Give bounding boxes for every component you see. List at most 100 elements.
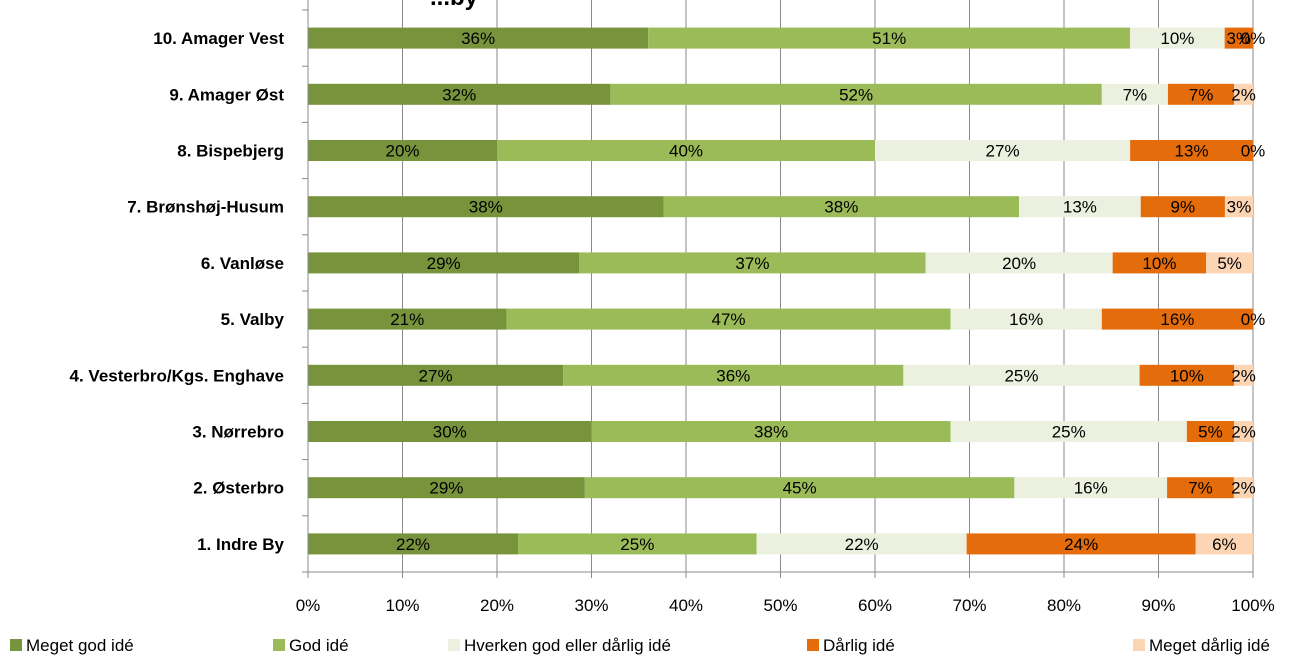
bar-segment	[1130, 140, 1253, 161]
data-label: 29%	[429, 479, 463, 498]
x-tick-label: 10%	[385, 596, 419, 615]
bar-segment	[610, 83, 1102, 105]
legend-label: Hverken god eller dårlig idé	[464, 636, 671, 655]
bar-segment	[591, 421, 951, 442]
data-label: 25%	[1052, 423, 1086, 442]
category-label: 5. Valby	[221, 310, 285, 329]
data-label: 37%	[735, 254, 769, 273]
category-label: 4. Vesterbro/Kgs. Enghave	[70, 366, 284, 385]
bars	[308, 27, 1253, 555]
category-label: 9. Amager Øst	[169, 85, 284, 104]
data-label: 6%	[1212, 535, 1237, 554]
data-label: 47%	[712, 310, 746, 329]
data-label: 9%	[1171, 198, 1196, 217]
data-label: 0%	[1241, 29, 1266, 48]
chart-title: ...by	[430, 0, 479, 11]
data-label: 38%	[824, 198, 858, 217]
bar-segment	[950, 308, 1102, 330]
category-label: 10. Amager Vest	[153, 29, 284, 48]
x-tick-label: 30%	[574, 596, 608, 615]
category-label: 2. Østerbro	[193, 479, 284, 498]
data-label: 22%	[845, 535, 879, 554]
data-label: 16%	[1009, 310, 1043, 329]
bar-segment	[1019, 196, 1141, 218]
data-labels: 36% 51% 10% 3%0%32% 52% 7% 7% 2%20% 40% 27% 13% 0%3…	[385, 29, 1265, 554]
data-label: 13%	[1063, 198, 1097, 217]
bar-segment	[308, 140, 497, 161]
data-label: 0%	[1241, 310, 1266, 329]
bar-segment	[1130, 27, 1225, 49]
data-label: 38%	[754, 423, 788, 442]
data-label: 2%	[1231, 479, 1256, 498]
data-label: 7%	[1188, 479, 1213, 498]
data-label: 2%	[1231, 85, 1256, 104]
bar-segment	[308, 196, 664, 218]
bar-segment	[518, 533, 757, 555]
bar-segment	[1206, 252, 1253, 274]
bar-segment	[1140, 196, 1225, 218]
category-label: 3. Nørrebro	[192, 423, 284, 442]
data-label: 52%	[839, 85, 873, 104]
bar-segment	[950, 421, 1187, 442]
bar-segment	[756, 533, 967, 555]
data-label: 45%	[783, 479, 817, 498]
data-label: 22%	[396, 535, 430, 554]
data-label: 21%	[390, 310, 424, 329]
legend-label: God idé	[289, 636, 349, 655]
bar-segment	[1167, 83, 1235, 105]
legend-swatch	[807, 639, 819, 651]
legend-swatch	[448, 639, 460, 651]
data-label: 5%	[1217, 254, 1242, 273]
legend-label: Meget dårlig idé	[1149, 636, 1270, 655]
data-label: 36%	[461, 29, 495, 48]
data-label: 7%	[1123, 85, 1148, 104]
bar-segment	[563, 364, 904, 386]
bar-segment	[1224, 196, 1253, 218]
bar-segment	[579, 252, 926, 274]
bar-segment	[1234, 83, 1253, 105]
bar-segment	[506, 308, 951, 330]
data-label: 3%	[1227, 198, 1252, 217]
bar-segment	[875, 140, 1131, 161]
data-label: 5%	[1198, 423, 1223, 442]
bar-segment	[1224, 27, 1253, 49]
data-label: 3%	[1227, 29, 1252, 48]
data-label: 0%	[1241, 142, 1266, 161]
category-label: 6. Vanløse	[201, 254, 284, 273]
x-tick-label: 80%	[1047, 596, 1081, 615]
data-label: 10%	[1160, 29, 1194, 48]
bar-segment	[1101, 83, 1168, 105]
x-tick-label: 90%	[1141, 596, 1175, 615]
bar-segment	[1195, 533, 1253, 555]
bar-segment	[663, 196, 1020, 218]
data-label: 13%	[1175, 142, 1209, 161]
data-label: 16%	[1160, 310, 1194, 329]
bar-segment	[497, 140, 875, 161]
bar-segment	[966, 533, 1196, 555]
data-label: 30%	[433, 423, 467, 442]
bar-segment	[1139, 364, 1235, 386]
bar-segment	[308, 477, 585, 499]
x-tick-label: 20%	[480, 596, 514, 615]
category-label: 8. Bispebjerg	[177, 142, 284, 161]
bar-segment	[1112, 252, 1207, 274]
data-label: 10%	[1142, 254, 1176, 273]
data-label: 20%	[1002, 254, 1036, 273]
bar-segment	[308, 364, 564, 386]
x-tick-label: 100%	[1231, 596, 1274, 615]
legend-swatch	[273, 639, 285, 651]
data-label: 27%	[986, 142, 1020, 161]
bar-segment	[903, 364, 1140, 386]
bar-segment	[1234, 421, 1253, 442]
bar-segment	[308, 421, 592, 442]
x-tick-label: 50%	[763, 596, 797, 615]
bar-segment	[1101, 308, 1253, 330]
x-tick-label: 0%	[296, 596, 321, 615]
legend-swatch	[10, 639, 22, 651]
data-label: 25%	[1004, 366, 1038, 385]
data-label: 51%	[872, 29, 906, 48]
bar-segment	[308, 83, 611, 105]
x-tick-labels: 0% 10% 20% 30% 40% 50% 60% 70% 80% 90% 100%	[296, 596, 1275, 615]
data-label: 36%	[716, 366, 750, 385]
data-label: 10%	[1170, 366, 1204, 385]
